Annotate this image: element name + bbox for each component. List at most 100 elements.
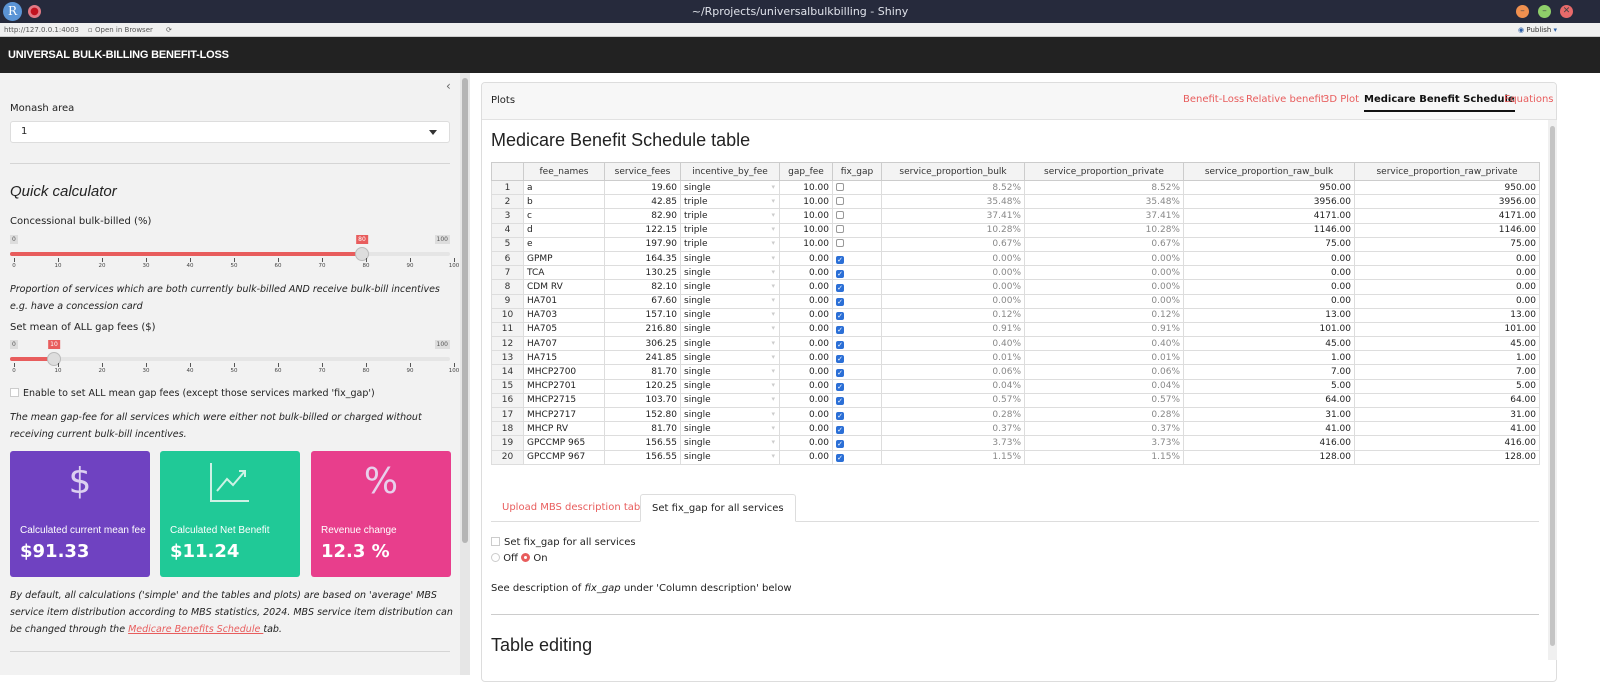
table-cell[interactable]: 0.00: [1183, 250, 1355, 267]
radio-on[interactable]: [521, 553, 531, 562]
table-cell[interactable]: single: [680, 179, 780, 196]
table-cell[interactable]: 81.70: [604, 364, 681, 380]
table-cell[interactable]: d: [523, 222, 605, 238]
table-cell[interactable]: 41.00: [1354, 421, 1540, 437]
table-cell[interactable]: 0.00: [779, 336, 833, 352]
table-cell[interactable]: 19: [491, 435, 524, 451]
table-cell[interactable]: b: [523, 194, 605, 210]
checkbox-checked[interactable]: ✓: [836, 298, 844, 307]
table-cell[interactable]: 216.80: [604, 321, 681, 338]
table-cell[interactable]: 0.00: [779, 421, 833, 437]
table-cell[interactable]: 13.00: [1183, 307, 1355, 323]
table-cell[interactable]: 64.00: [1183, 392, 1355, 409]
refresh-icon[interactable]: ⟳: [166, 26, 172, 34]
table-cell[interactable]: 4171.00: [1183, 208, 1355, 224]
table-cell[interactable]: 14: [491, 364, 524, 380]
table-cell[interactable]: single: [680, 293, 780, 309]
checkbox[interactable]: [836, 210, 844, 219]
set-fix-gap-checkbox[interactable]: Set fix_gap for all services: [491, 537, 636, 548]
table-cell[interactable]: single: [680, 279, 780, 295]
table-cell[interactable]: 0.12%: [1024, 307, 1184, 323]
table-cell[interactable]: triple: [680, 222, 780, 238]
stop-icon[interactable]: ●: [28, 5, 41, 18]
table-cell[interactable]: ✓: [832, 293, 882, 309]
table-cell[interactable]: 0.00: [1183, 293, 1355, 309]
table-cell[interactable]: triple: [680, 194, 780, 210]
table-row[interactable]: 13HA715241.85single0.00✓0.01%0.01%1.001.…: [491, 350, 1540, 366]
table-cell[interactable]: 3956.00: [1183, 194, 1355, 210]
checkbox[interactable]: [836, 225, 844, 234]
collapse-sidebar-icon[interactable]: ‹: [446, 79, 451, 93]
table-cell[interactable]: 3956.00: [1354, 194, 1540, 210]
table-cell[interactable]: 10: [491, 307, 524, 323]
table-cell[interactable]: single: [680, 421, 780, 437]
table-cell[interactable]: 130.25: [604, 265, 681, 281]
table-cell[interactable]: 0.00%: [1024, 279, 1184, 295]
tab-upload-mbs[interactable]: Upload MBS description table: [502, 502, 650, 513]
checkbox-checked[interactable]: ✓: [836, 340, 844, 349]
table-cell[interactable]: GPCCMP 967: [523, 449, 605, 465]
table-cell[interactable]: ✓: [832, 307, 882, 323]
table-cell[interactable]: 75.00: [1183, 236, 1355, 252]
table-cell[interactable]: 0.12%: [881, 307, 1025, 323]
slider-handle[interactable]: [47, 352, 61, 366]
table-cell[interactable]: 0.00: [779, 392, 833, 409]
table-cell[interactable]: 101.00: [1354, 321, 1540, 338]
mbs-tab-link[interactable]: Medicare Benefits Schedule: [128, 624, 264, 635]
table-cell[interactable]: 0.00%: [1024, 250, 1184, 267]
table-cell[interactable]: single: [680, 321, 780, 338]
table-row[interactable]: 17MHCP2717152.80single0.00✓0.28%0.28%31.…: [491, 406, 1540, 423]
table-cell[interactable]: 8.52%: [881, 179, 1025, 196]
table-cell[interactable]: 81.70: [604, 421, 681, 437]
table-cell[interactable]: 1.15%: [1024, 449, 1184, 465]
table-cell[interactable]: GPMP: [523, 250, 605, 267]
table-cell[interactable]: c: [523, 208, 605, 224]
minimize-button[interactable]: –: [1516, 5, 1529, 18]
table-cell[interactable]: 11: [491, 321, 524, 338]
table-cell[interactable]: 0.91%: [881, 321, 1025, 338]
table-cell[interactable]: 1: [491, 179, 524, 196]
table-cell[interactable]: 0.57%: [1024, 392, 1184, 409]
table-row[interactable]: 15MHCP2701120.25single0.00✓0.04%0.04%5.0…: [491, 378, 1540, 394]
enable-gap-checkbox[interactable]: Enable to set ALL mean gap fees (except …: [10, 388, 375, 399]
table-cell[interactable]: 7: [491, 265, 524, 281]
table-cell[interactable]: 8: [491, 279, 524, 295]
table-cell[interactable]: [832, 179, 882, 196]
column-header[interactable]: gap_fee: [779, 162, 833, 181]
table-cell[interactable]: [832, 208, 882, 224]
table-row[interactable]: 4d122.15triple10.0010.28%10.28%1146.0011…: [491, 222, 1540, 238]
table-cell[interactable]: 5: [491, 236, 524, 252]
table-cell[interactable]: 0.40%: [1024, 336, 1184, 352]
table-cell[interactable]: 10.28%: [881, 222, 1025, 238]
checkbox-checked[interactable]: ✓: [836, 454, 844, 463]
table-cell[interactable]: 157.10: [604, 307, 681, 323]
table-row[interactable]: 11HA705216.80single0.00✓0.91%0.91%101.00…: [491, 321, 1540, 338]
table-cell[interactable]: 0.67%: [1024, 236, 1184, 252]
table-cell[interactable]: 0.00: [779, 378, 833, 394]
table-cell[interactable]: ✓: [832, 421, 882, 437]
table-cell[interactable]: HA705: [523, 321, 605, 338]
tab-medicare-benefit-schedule[interactable]: Medicare Benefit Schedule: [1364, 94, 1515, 112]
table-cell[interactable]: 950.00: [1183, 179, 1355, 196]
table-cell[interactable]: 4171.00: [1354, 208, 1540, 224]
table-cell[interactable]: [832, 222, 882, 238]
table-cell[interactable]: 128.00: [1354, 449, 1540, 465]
tab-equations[interactable]: Equations: [1504, 94, 1554, 105]
column-header[interactable]: service_proportion_bulk: [881, 162, 1025, 181]
table-cell[interactable]: ✓: [832, 364, 882, 380]
table-cell[interactable]: 0.01%: [1024, 350, 1184, 366]
checkbox[interactable]: [10, 388, 19, 397]
table-cell[interactable]: single: [680, 350, 780, 366]
table-cell[interactable]: 5.00: [1183, 378, 1355, 394]
open-in-browser-button[interactable]: ▫ Open in Browser: [88, 26, 153, 34]
url-text[interactable]: http://127.0.0.1:4003: [4, 26, 80, 34]
table-cell[interactable]: ✓: [832, 350, 882, 366]
table-cell[interactable]: 0.00%: [881, 250, 1025, 267]
table-cell[interactable]: 1.00: [1354, 350, 1540, 366]
checkbox-checked[interactable]: ✓: [836, 383, 844, 392]
table-cell[interactable]: 1146.00: [1183, 222, 1355, 238]
close-button[interactable]: ✕: [1560, 5, 1573, 18]
